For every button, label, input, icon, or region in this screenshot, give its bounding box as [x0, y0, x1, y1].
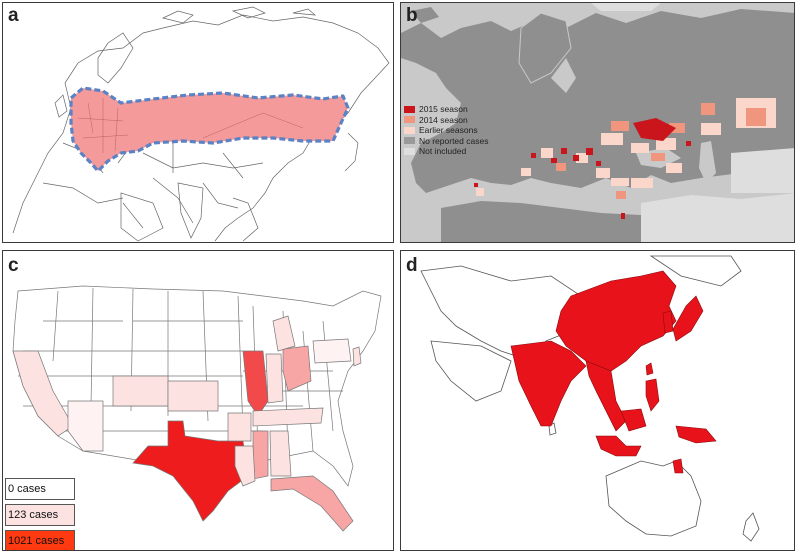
- state-california: [12, 350, 74, 437]
- asia-pacific-map: [420, 255, 760, 542]
- legend-swatch: [404, 126, 415, 134]
- eurasia-outline-map: [12, 6, 390, 242]
- season-2015-areas: [474, 118, 691, 219]
- state-illinois: [242, 350, 269, 417]
- legend-label: Earlier seasons: [419, 125, 478, 136]
- iceland: [411, 7, 439, 23]
- legend-b-item: Not included: [404, 146, 488, 157]
- scandinavia: [518, 12, 572, 84]
- north-africa: [441, 201, 661, 242]
- state-mississippi: [252, 430, 269, 480]
- state-texas: [132, 420, 249, 522]
- legend-b-item: 2015 season: [404, 104, 488, 115]
- season-2014-areas: [556, 103, 766, 199]
- legend-swatch: [404, 137, 415, 145]
- panel-label-d: d: [406, 255, 418, 276]
- india-outline: [177, 182, 204, 239]
- legend-label: 2014 season: [419, 114, 468, 125]
- europe-seasons-map: [401, 3, 794, 242]
- state-louisiana: [234, 445, 256, 487]
- state-florida: [270, 475, 354, 532]
- india-endemic: [510, 340, 587, 427]
- legend-c: 0 cases 123 cases 1021 cases: [5, 476, 75, 550]
- state-tennessee: [252, 407, 324, 427]
- se-asia-outline: [232, 197, 259, 242]
- state-alabama: [269, 430, 292, 477]
- legend-c-item: 123 cases: [5, 502, 75, 527]
- panel-b-europe-map: b 2015 season 2014 season Earlier season…: [400, 2, 795, 243]
- europe-landmass: [401, 9, 794, 193]
- panel-label-a: a: [8, 5, 19, 26]
- highlighted-region-russia: [69, 86, 350, 173]
- japan-outline: [344, 132, 359, 172]
- philippines-endemic: [645, 378, 660, 412]
- asia-borders: [122, 143, 264, 229]
- legend-label: No reported cases: [419, 135, 489, 146]
- legend-label: Not included: [419, 146, 467, 157]
- new-zealand-outline: [742, 512, 760, 542]
- state-pennsylvania: [312, 338, 352, 364]
- state-arkansas: [227, 412, 252, 442]
- state-indiana: [265, 353, 284, 404]
- highlighted-region-internal-borders: [77, 98, 304, 153]
- legend-label: 2015 season: [419, 104, 468, 115]
- arabia-outline: [120, 192, 164, 242]
- russia-far-east-outline: [649, 255, 742, 287]
- legend-swatch: [404, 105, 415, 113]
- borneo-endemic: [620, 408, 647, 432]
- legend-c-item: 1021 cases: [5, 528, 75, 550]
- taiwan-endemic: [645, 362, 654, 376]
- legend-swatch: 123 cases: [5, 503, 75, 526]
- legend-b-item: 2014 season: [404, 115, 488, 126]
- state-ohio: [282, 345, 312, 392]
- panel-c-us-map: c 0 cases 123 cases 1021 cases: [2, 250, 394, 551]
- southeast-asia-endemic: [585, 360, 627, 432]
- indonesia-endemic: [595, 435, 642, 457]
- legend-label: 123 cases: [8, 508, 59, 521]
- uk-island: [466, 73, 483, 111]
- legend-c-item: 0 cases: [5, 476, 75, 501]
- asia-not-included: [731, 148, 794, 193]
- legend-swatch: [404, 147, 415, 155]
- state-colorado: [112, 375, 169, 407]
- legend-swatch: 0 cases: [5, 477, 75, 500]
- legend-b-item: Earlier seasons: [404, 125, 488, 136]
- legend-label: 0 cases: [8, 482, 46, 495]
- uk-outline: [54, 94, 68, 118]
- state-kansas: [167, 380, 219, 412]
- state-arizona: [67, 400, 104, 452]
- panel-d-asia-pacific-map: d: [400, 250, 795, 551]
- middle-east-outline: [430, 340, 512, 402]
- scandinavia: [97, 32, 134, 84]
- panel-label-c: c: [8, 255, 19, 276]
- panel-label-b: b: [406, 5, 418, 26]
- eurasia-coastline: [12, 14, 390, 242]
- china-endemic: [555, 270, 677, 372]
- arctic-islands: [161, 6, 317, 24]
- arctic-not-included: [591, 3, 661, 11]
- caspian-sea: [699, 141, 716, 183]
- panel-a-eurasia-map: a: [2, 2, 394, 243]
- state-michigan: [272, 315, 296, 352]
- korea-endemic: [662, 310, 674, 334]
- japan-endemic: [672, 295, 704, 342]
- baltic-sea: [551, 58, 576, 93]
- legend-b-item: No reported cases: [404, 136, 488, 147]
- legend-label: 1021 cases: [8, 534, 65, 547]
- legend-swatch: [404, 116, 415, 124]
- state-new-jersey: [352, 346, 362, 367]
- northern-australia-endemic: [672, 458, 684, 474]
- australia-outline: [605, 460, 702, 537]
- new-guinea-endemic: [675, 425, 717, 444]
- legend-swatch: 1021 cases: [5, 529, 75, 550]
- legend-b: 2015 season 2014 season Earlier seasons …: [404, 104, 488, 157]
- us-states-map: [12, 285, 382, 532]
- middle-east-not-included: [641, 193, 794, 242]
